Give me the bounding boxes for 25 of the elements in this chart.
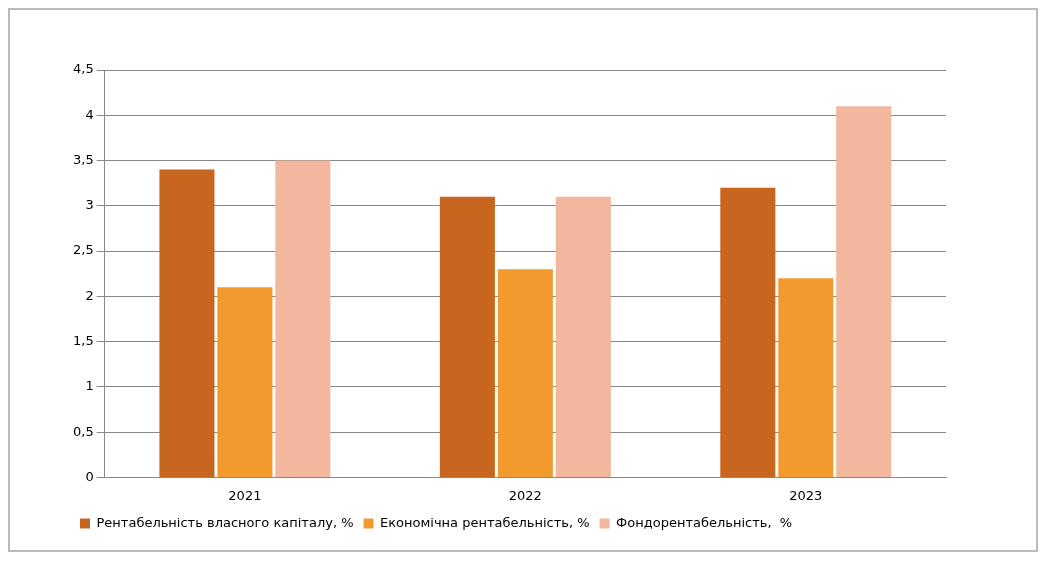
x-tick-label: 2023 (789, 487, 823, 503)
y-tick-label: 4 (85, 106, 94, 122)
bar (497, 269, 553, 477)
legend-label: Економічна рентабельність, % (380, 514, 590, 530)
y-tick-label: 1 (85, 378, 94, 394)
bar (439, 196, 495, 477)
bar (159, 169, 215, 477)
x-tick-label: 2021 (228, 487, 262, 503)
legend-label: Рентабельність власного капіталу, % (96, 514, 354, 530)
bar (555, 196, 611, 477)
y-tick-label: 1,5 (72, 332, 94, 348)
bar (275, 160, 331, 477)
x-tick-label: 2022 (508, 487, 542, 503)
y-tick-label: 4,5 (72, 61, 94, 77)
y-tick-label: 3 (85, 197, 94, 213)
y-tick-label: 0,5 (72, 423, 94, 439)
bar (720, 187, 776, 477)
y-tick-label: 2,5 (72, 242, 94, 258)
bar (217, 287, 273, 477)
legend-label: Фондорентабельність, % (616, 514, 793, 530)
y-tick-label: 2 (85, 287, 94, 303)
y-tick-label: 0 (85, 468, 94, 484)
bar (836, 106, 892, 477)
bar (778, 278, 834, 477)
y-tick-label: 3,5 (72, 151, 94, 167)
